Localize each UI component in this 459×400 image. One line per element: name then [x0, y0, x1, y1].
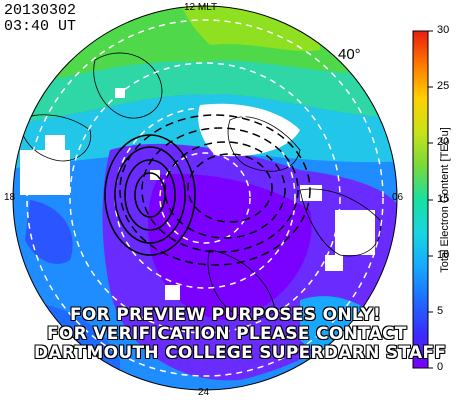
- mlt-label-right: 06: [392, 192, 404, 203]
- colorbar-ticks: [428, 30, 433, 369]
- mlt-label-left: 18: [4, 192, 16, 203]
- colorbar-tick-5: 5: [437, 305, 444, 317]
- overlay-line-1: FOR PREVIEW PURPOSES ONLY!: [70, 305, 382, 325]
- overlay-line-3: DARTMOUTH COLLEGE SUPERDARN STAFF: [34, 343, 447, 363]
- colorbar-tick-20: 20: [437, 136, 450, 148]
- mlt-label-top: 12 MLT: [184, 2, 218, 13]
- colorbar: [412, 30, 429, 369]
- overlay-line-2: FOR VERIFICATION PLEASE CONTACT: [47, 324, 407, 344]
- colorbar-tick-0: 0: [437, 361, 444, 373]
- colorbar-title: Total Electron Content [TECu]: [439, 127, 451, 273]
- coastlines: [19, 52, 382, 319]
- latitude-grid: [26, 19, 384, 377]
- latitude-label: 40°: [338, 46, 361, 63]
- time-label: 03:40 UT: [4, 18, 77, 35]
- date-label: 20130302: [4, 2, 77, 19]
- colorbar-tick-30: 30: [437, 24, 450, 36]
- colorbar-tick-25: 25: [437, 80, 450, 92]
- colorbar-tick-15: 15: [437, 193, 450, 205]
- map-border: [12, 5, 398, 391]
- colorbar-tick-10: 10: [437, 249, 450, 261]
- convection-contours-dashed: [119, 114, 311, 266]
- mlt-label-bottom: 24: [198, 387, 210, 398]
